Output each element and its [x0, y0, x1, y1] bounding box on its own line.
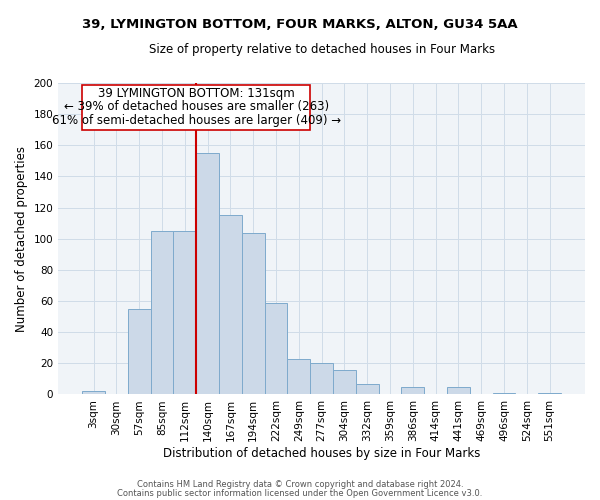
Bar [196, 153, 219, 394]
Y-axis label: Number of detached properties: Number of detached properties [15, 146, 28, 332]
Bar [173, 231, 196, 394]
Text: 39 LYMINGTON BOTTOM: 131sqm: 39 LYMINGTON BOTTOM: 131sqm [98, 88, 295, 101]
Bar [333, 370, 356, 394]
Bar [538, 393, 561, 394]
Text: Contains HM Land Registry data © Crown copyright and database right 2024.: Contains HM Land Registry data © Crown c… [137, 480, 463, 489]
Text: 39, LYMINGTON BOTTOM, FOUR MARKS, ALTON, GU34 5AA: 39, LYMINGTON BOTTOM, FOUR MARKS, ALTON,… [82, 18, 518, 30]
Bar [82, 392, 105, 394]
Text: ← 39% of detached houses are smaller (263): ← 39% of detached houses are smaller (26… [64, 100, 329, 113]
Title: Size of property relative to detached houses in Four Marks: Size of property relative to detached ho… [149, 42, 494, 56]
X-axis label: Distribution of detached houses by size in Four Marks: Distribution of detached houses by size … [163, 447, 480, 460]
Bar [401, 386, 424, 394]
Bar [265, 302, 287, 394]
FancyBboxPatch shape [82, 84, 310, 130]
Bar [287, 358, 310, 394]
Text: Contains public sector information licensed under the Open Government Licence v3: Contains public sector information licen… [118, 489, 482, 498]
Bar [219, 216, 242, 394]
Bar [151, 231, 173, 394]
Bar [493, 393, 515, 394]
Bar [310, 364, 333, 394]
Bar [128, 309, 151, 394]
Text: 61% of semi-detached houses are larger (409) →: 61% of semi-detached houses are larger (… [52, 114, 341, 127]
Bar [447, 386, 470, 394]
Bar [242, 232, 265, 394]
Bar [356, 384, 379, 394]
